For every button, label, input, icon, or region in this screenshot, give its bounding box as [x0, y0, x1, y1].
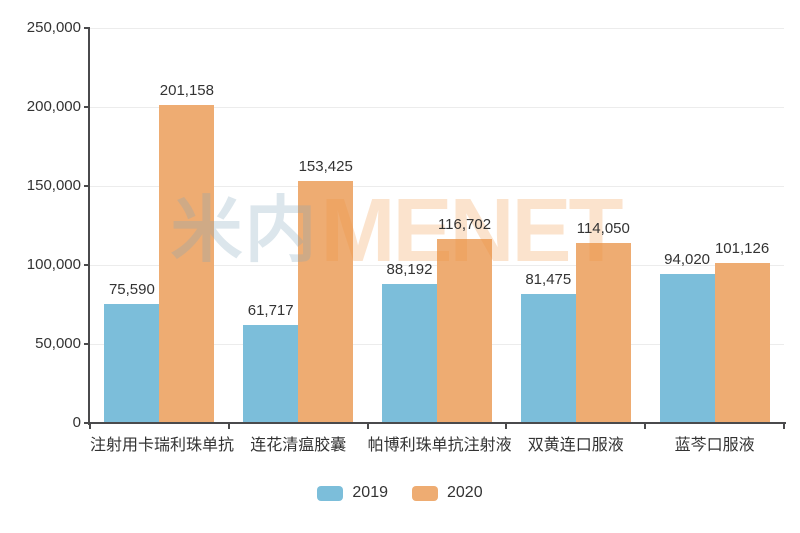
bar-value-label: 94,020: [664, 251, 711, 269]
legend-item-2019[interactable]: 2019: [317, 484, 388, 502]
x-axis-line: [88, 422, 786, 424]
x-axis-tick: [644, 423, 647, 429]
bar-value-label: 61,717: [247, 302, 294, 320]
bar-2020-5: [714, 263, 770, 423]
bar-value-label: 101,126: [714, 240, 770, 258]
bar-2020-2: [298, 180, 354, 423]
legend-label: 2020: [447, 484, 483, 501]
y-axis-tick-label: 50,000: [35, 335, 81, 352]
bar-value-label: 201,158: [159, 82, 214, 100]
bar-2020-3: [437, 238, 492, 423]
x-axis-tick: [227, 423, 230, 429]
bar-2019-4: [520, 294, 576, 423]
y-axis-tick: [84, 264, 90, 266]
y-axis-tick: [84, 106, 90, 108]
y-axis-tick: [84, 343, 90, 345]
bar-2019-2: [243, 325, 299, 423]
legend-swatch-2020: [412, 485, 438, 501]
y-axis-tick: [84, 185, 90, 187]
legend-swatch-2019: [317, 485, 344, 501]
gridline: [90, 27, 784, 29]
gridline: [90, 185, 784, 187]
x-axis-category-label: 双黄连口服液: [527, 437, 624, 454]
x-axis-category-label: 蓝芩口服液: [674, 437, 755, 454]
y-axis-tick-label: 250,000: [26, 19, 81, 36]
x-axis-tick: [783, 423, 785, 429]
y-axis-tick-label: 200,000: [26, 98, 81, 115]
bar-value-label: 88,192: [386, 260, 433, 278]
bar-2020-4: [575, 242, 631, 423]
bar-2020-1: [159, 105, 215, 423]
bar-value-label: 81,475: [525, 271, 572, 289]
bar-value-label: 116,702: [437, 215, 492, 233]
legend: 2019 2020: [0, 484, 800, 502]
legend-item-2020[interactable]: 2020: [412, 484, 483, 502]
y-axis-line: [88, 27, 90, 425]
bar-2019-5: [659, 274, 715, 423]
x-axis-tick: [505, 423, 508, 429]
bar-value-label: 114,050: [576, 219, 630, 237]
gridline: [90, 106, 784, 108]
x-axis-category-label: 帕博利珠单抗注射液: [367, 437, 512, 454]
bar-value-label: 75,590: [108, 280, 155, 298]
x-axis-tick: [89, 423, 91, 429]
y-axis-tick-label: 150,000: [26, 177, 81, 194]
x-axis-tick: [366, 423, 369, 429]
bar-value-label: 153,425: [298, 157, 353, 175]
x-axis-category-label: 注射用卡瑞利珠单抗: [90, 437, 235, 454]
legend-label: 2019: [352, 484, 388, 501]
y-axis-tick: [84, 27, 90, 29]
y-axis-tick-label: 100,000: [26, 256, 81, 273]
bar-2019-3: [382, 283, 437, 423]
bar-2019-1: [104, 303, 160, 423]
y-axis-tick: [84, 422, 90, 424]
x-axis-category-label: 连花清瘟胶囊: [250, 437, 347, 454]
y-axis-tick-label: 0: [72, 414, 81, 431]
